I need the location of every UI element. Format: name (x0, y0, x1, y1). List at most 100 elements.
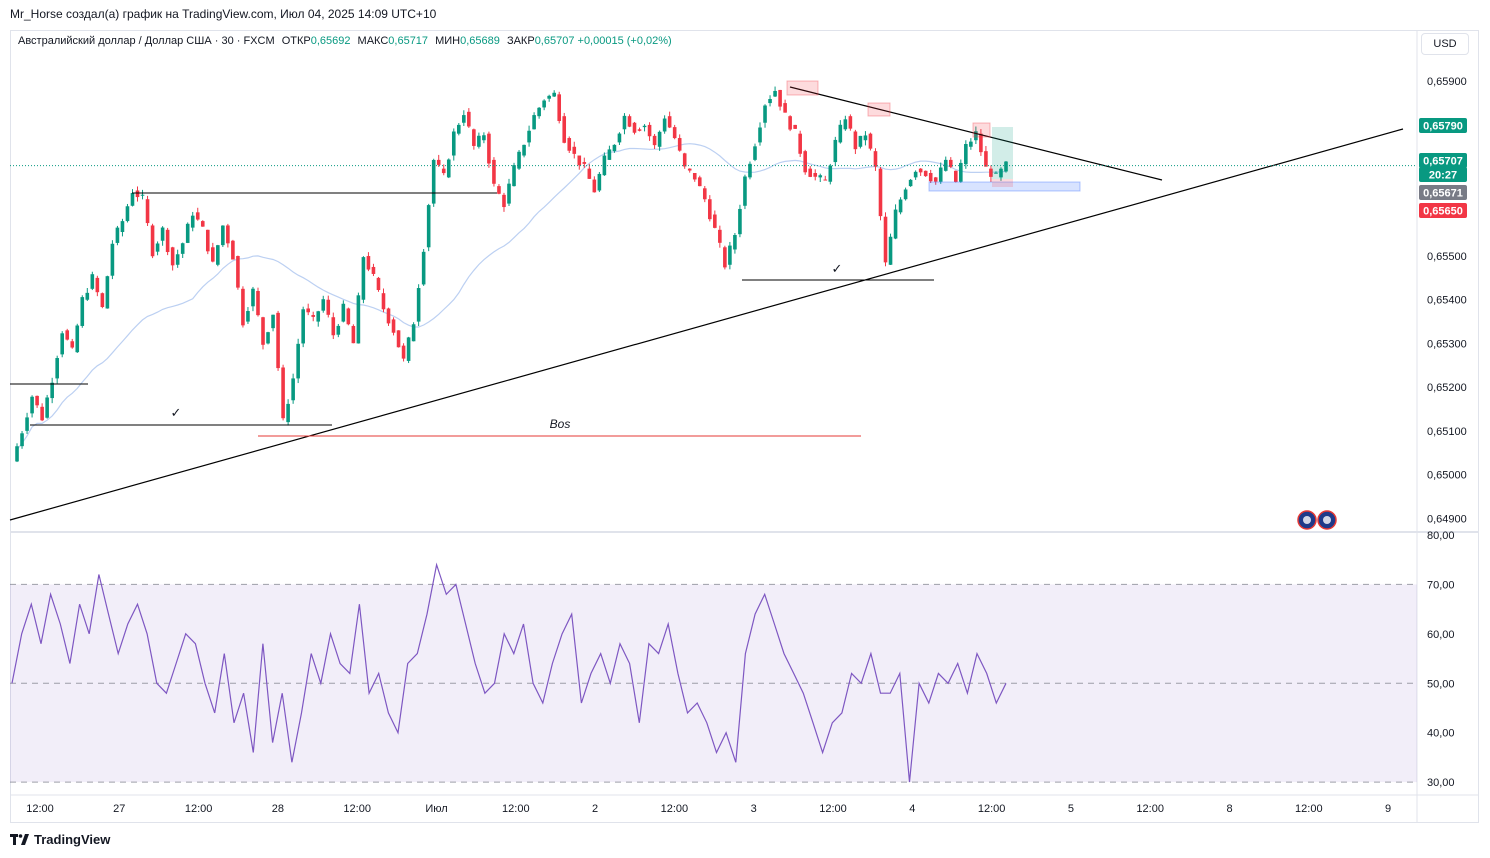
candle-body (316, 311, 321, 322)
supply-zone (786, 80, 819, 96)
candle-body (431, 159, 436, 204)
candle-body (868, 133, 873, 149)
time-tick-label: 12:00 (1136, 803, 1164, 815)
candle-body (271, 314, 275, 329)
candle-body (803, 151, 807, 173)
time-tick-label: 8 (1226, 803, 1232, 815)
candle-body (311, 315, 316, 317)
candle-body (507, 183, 511, 204)
candle-body (331, 317, 336, 336)
tradingview-logo[interactable]: TradingView (10, 832, 110, 847)
candle-body (406, 337, 411, 361)
price-label-text: 0,65707 (1423, 156, 1463, 168)
candle-body (231, 240, 235, 260)
candle-body (778, 89, 782, 107)
price-tick-label: 0,65400 (1427, 295, 1467, 307)
candle-body (622, 115, 627, 130)
candle-body (723, 247, 727, 268)
candle-body (145, 199, 150, 224)
ascending-trendline (9, 128, 1404, 521)
candle-body (843, 119, 848, 130)
open-label: ОТКР (281, 35, 311, 47)
check-mark: ✓ (832, 261, 843, 276)
rsi-tick-label: 30,00 (1427, 777, 1455, 789)
candle-body (783, 103, 787, 113)
candle-body (497, 186, 501, 194)
candle-body (160, 227, 165, 241)
candle-body (381, 293, 386, 310)
candle-body (878, 168, 883, 217)
candle-body (100, 293, 105, 308)
candle-body (597, 173, 602, 191)
time-tick-label: 12:00 (978, 803, 1006, 815)
price-tick-label: 0,65200 (1427, 382, 1467, 394)
candle-body (748, 163, 752, 178)
candle-body (416, 288, 421, 322)
time-tick-label: 4 (909, 803, 915, 815)
candle-body (547, 95, 551, 99)
low-value: 0,65689 (460, 35, 500, 47)
candle-body (35, 395, 39, 406)
candle-body (943, 159, 948, 171)
check-mark: ✓ (171, 405, 182, 420)
candle-body (512, 165, 516, 187)
candle-body (743, 176, 747, 206)
candle-body (938, 167, 943, 182)
candle-body (60, 333, 65, 355)
candle-body (798, 133, 802, 154)
time-tick-label: 28 (272, 803, 284, 815)
candle-body (903, 189, 908, 200)
candle-body (80, 297, 85, 326)
currency-button[interactable]: USD (1421, 33, 1469, 55)
candle-body (793, 124, 797, 129)
candle-body (45, 397, 49, 418)
time-tick-label: 12:00 (343, 803, 371, 815)
candle-body (838, 124, 843, 143)
demand-zone (928, 181, 1081, 192)
candle-body (492, 159, 496, 184)
candle-body (647, 124, 652, 137)
candle-body (436, 159, 441, 165)
candle-body (451, 131, 456, 156)
bos-label: Bos (550, 417, 571, 431)
candle-body (477, 135, 481, 147)
candle-body (677, 138, 682, 151)
price-label-text: 20:27 (1429, 170, 1457, 182)
symbol-name[interactable]: Австралийский доллар / Доллар США · 30 ·… (18, 35, 275, 47)
candle-body (572, 146, 577, 154)
candle-body (456, 124, 461, 134)
candle-body (70, 341, 75, 348)
chart-frame (10, 30, 1479, 823)
candle-body (75, 325, 80, 353)
candle-body (150, 225, 155, 257)
candle-body (953, 170, 958, 182)
supply-zone (972, 122, 991, 138)
rsi-line (11, 562, 1007, 783)
candle-body (20, 433, 24, 447)
candle-body (873, 151, 878, 167)
candle-body (708, 199, 712, 220)
candle-body (788, 116, 792, 130)
candle-body (763, 105, 767, 123)
time-tick-label: 12:00 (819, 803, 847, 815)
candle-body (281, 367, 285, 419)
candle-body (286, 403, 290, 423)
candle-body (165, 229, 170, 253)
candle-body (632, 122, 637, 133)
candle-body (462, 115, 466, 123)
price-tick-label: 0,65000 (1427, 470, 1467, 482)
price-label-badge (1419, 118, 1467, 133)
time-tick-label: 5 (1068, 803, 1074, 815)
price-tick-label: 0,65100 (1427, 426, 1467, 438)
candle-body (567, 138, 572, 151)
candle-body (115, 227, 120, 243)
candle-body (140, 194, 145, 196)
price-tick-label: 0,65900 (1427, 76, 1467, 88)
price-label-text: 0,65671 (1423, 188, 1463, 200)
position-stop-zone (992, 179, 1013, 187)
candle-body (918, 168, 923, 173)
candle-body (969, 141, 973, 147)
price-label-badge (1419, 203, 1467, 218)
candle-body (386, 308, 391, 324)
